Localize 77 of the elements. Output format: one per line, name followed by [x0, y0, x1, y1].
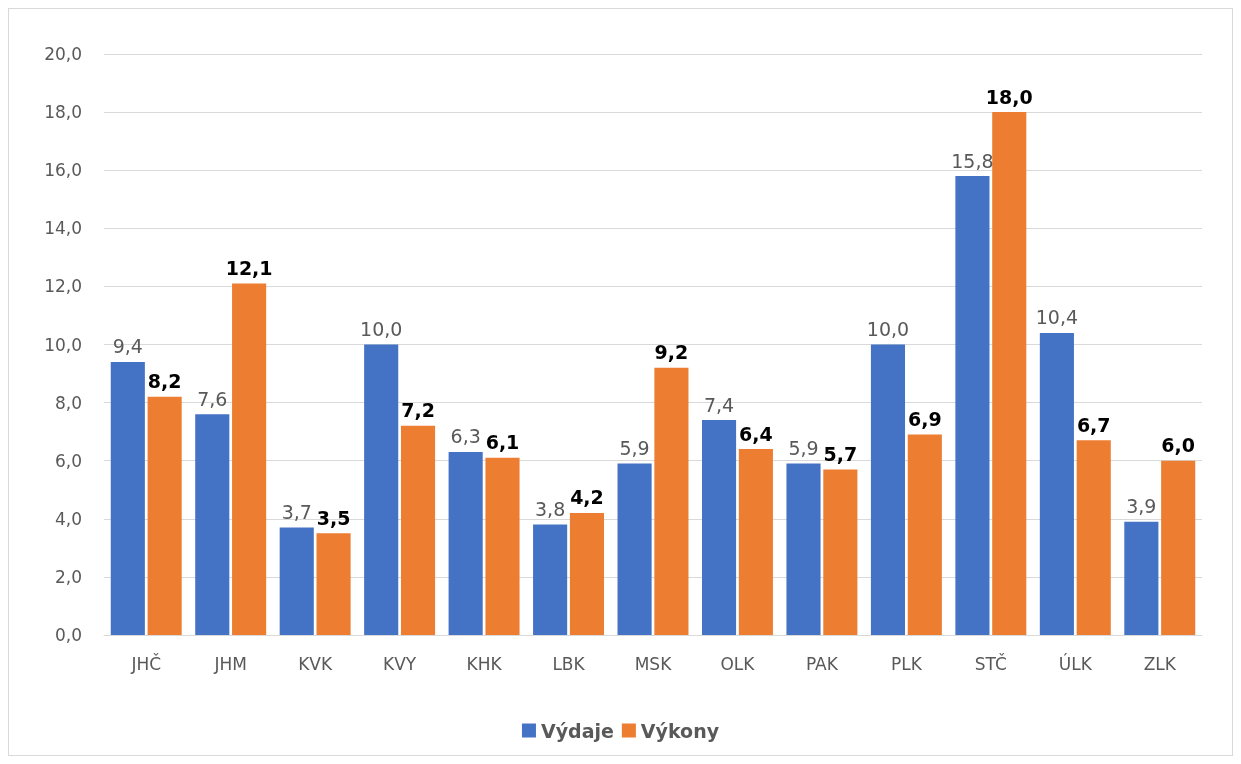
data-label: 6,7 — [1076, 413, 1111, 436]
bar — [617, 463, 652, 635]
x-tick-label: JHM — [213, 653, 247, 674]
x-tick-label: OLK — [720, 653, 756, 674]
data-label: 5,7 — [823, 442, 858, 465]
x-tick-label: STČ — [974, 652, 1007, 674]
y-tick-label: 2,0 — [54, 566, 82, 587]
data-label: 7,6 — [197, 387, 228, 410]
bar — [400, 425, 436, 635]
data-label: 12,1 — [225, 256, 273, 279]
data-label: 7,4 — [703, 393, 735, 416]
bar — [195, 414, 230, 635]
bar — [448, 451, 483, 635]
y-tick-label: 8,0 — [54, 392, 82, 413]
bar — [232, 283, 267, 635]
bar — [786, 463, 821, 635]
y-tick-label: 18,0 — [44, 102, 82, 123]
bar — [870, 344, 906, 635]
data-label: 3,5 — [316, 506, 351, 529]
bar — [1161, 460, 1196, 635]
y-tick-label: 4,0 — [54, 508, 82, 529]
data-label: 10,0 — [866, 318, 910, 340]
bar — [654, 367, 689, 635]
bar — [1124, 521, 1159, 635]
data-label: 4,2 — [570, 486, 604, 509]
x-tick-label: KVK — [298, 653, 333, 674]
bar — [533, 524, 568, 635]
bar — [279, 527, 314, 635]
legend-label: Výkony — [640, 719, 720, 742]
bar — [701, 420, 737, 635]
data-label: 9,4 — [112, 335, 143, 358]
data-label: 6,1 — [485, 431, 520, 454]
x-tick-label: PAK — [805, 653, 839, 674]
x-tick-label: ÚLK — [1058, 652, 1093, 674]
data-label: 3,9 — [1126, 495, 1157, 518]
bar — [907, 434, 942, 635]
y-tick-label: 12,0 — [44, 276, 82, 297]
y-tick-label: 14,0 — [44, 218, 82, 239]
bar — [147, 396, 182, 635]
bar — [823, 469, 858, 635]
bar — [1039, 332, 1074, 635]
bar — [316, 533, 351, 635]
data-label: 5,9 — [788, 437, 819, 460]
data-label: 3,7 — [281, 501, 312, 524]
data-label: 9,2 — [654, 341, 689, 364]
data-label: 6,0 — [1161, 434, 1196, 457]
x-tick-label: ZLK — [1143, 653, 1177, 674]
bar — [992, 112, 1027, 635]
bar — [1076, 440, 1111, 635]
bar — [110, 361, 145, 635]
data-label: 3,8 — [535, 498, 566, 521]
data-label: 6,9 — [907, 408, 942, 431]
data-label: 7,2 — [401, 399, 435, 422]
data-label: 10,0 — [360, 318, 403, 340]
x-tick-label: PLK — [890, 653, 923, 674]
y-tick-label: 0,0 — [54, 625, 82, 645]
y-tick-label: 6,0 — [54, 450, 82, 471]
bar — [738, 449, 773, 635]
bar — [485, 457, 520, 635]
bar — [569, 512, 605, 635]
legend-label: Výdaje — [540, 719, 614, 742]
bar — [955, 176, 990, 635]
y-tick-label: 16,0 — [44, 160, 82, 181]
x-tick-label: JHČ — [130, 652, 162, 674]
data-label: 5,9 — [619, 437, 650, 460]
data-label: 6,3 — [450, 425, 481, 448]
y-tick-label: 10,0 — [44, 334, 82, 355]
x-tick-label: KVY — [383, 653, 417, 674]
y-tick-label: 20,0 — [44, 44, 82, 64]
x-tick-label: MSK — [634, 653, 673, 674]
x-tick-label: LBK — [552, 653, 586, 674]
x-tick-label: KHK — [466, 653, 503, 674]
data-label: 8,2 — [147, 370, 182, 393]
data-label: 10,4 — [1035, 306, 1079, 329]
bar — [364, 344, 399, 635]
data-label: 18,0 — [985, 85, 1033, 108]
data-label: 6,4 — [739, 422, 773, 445]
